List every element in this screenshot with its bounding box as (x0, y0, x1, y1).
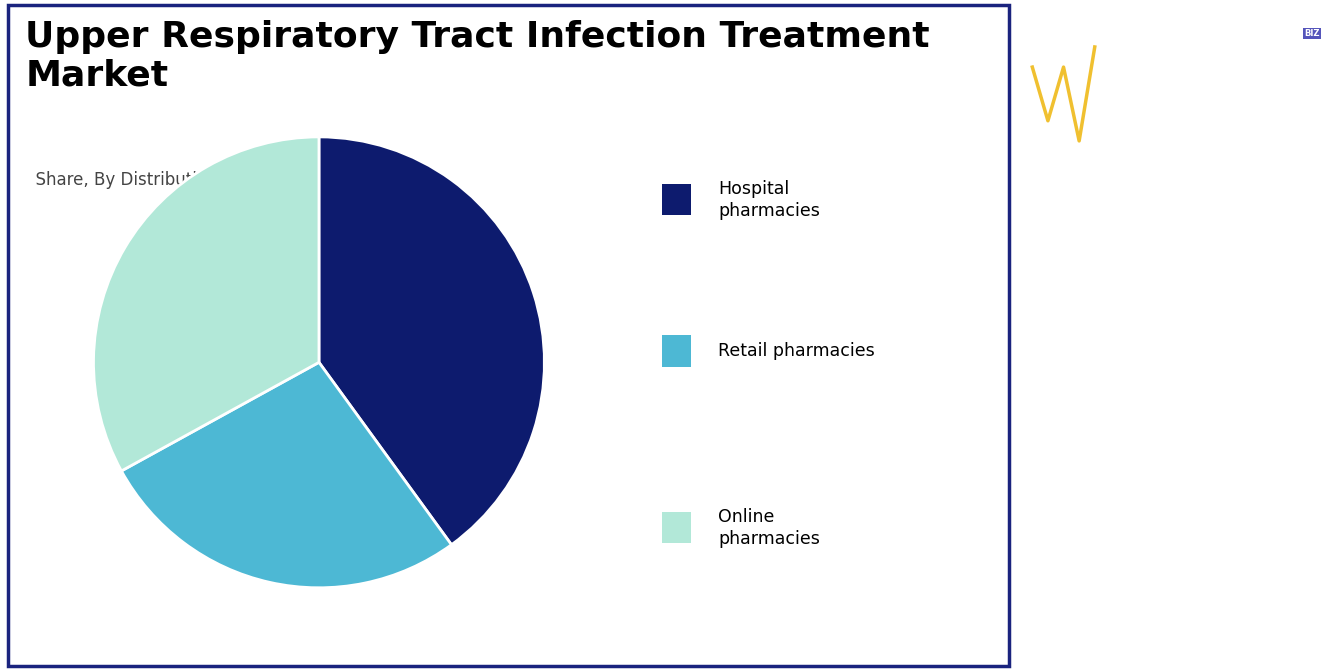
Wedge shape (93, 137, 319, 471)
Text: MarketResearch: MarketResearch (1111, 30, 1245, 44)
Text: Total Market Size
(USD Billion), 2023: Total Market Size (USD Billion), 2023 (1092, 240, 1253, 276)
Text: 39.1: 39.1 (1094, 140, 1252, 202)
Bar (662, 184, 691, 215)
Text: $: $ (1159, 472, 1187, 514)
Bar (662, 335, 691, 366)
Text: CAGR
2023-2033: CAGR 2023-2033 (1127, 395, 1219, 431)
Text: WIDE RANGE OF GLOBAL MARKET REPORTS: WIDE RANGE OF GLOBAL MARKET REPORTS (1100, 54, 1245, 60)
Bar (662, 512, 691, 544)
Text: Retail pharmacies: Retail pharmacies (718, 342, 874, 360)
Wedge shape (319, 137, 545, 545)
Text: Hospital
pharmacies: Hospital pharmacies (718, 180, 820, 220)
Text: Upper Respiratory Tract Infection Treatment
Market: Upper Respiratory Tract Infection Treatm… (25, 20, 930, 92)
Text: Online
pharmacies: Online pharmacies (718, 507, 820, 548)
Text: BIZ: BIZ (1304, 29, 1320, 38)
Text: 8.0%: 8.0% (1099, 316, 1247, 368)
Wedge shape (121, 362, 452, 588)
Text: Share, By Distribution Channel, 2023 (%): Share, By Distribution Channel, 2023 (%) (25, 171, 377, 189)
